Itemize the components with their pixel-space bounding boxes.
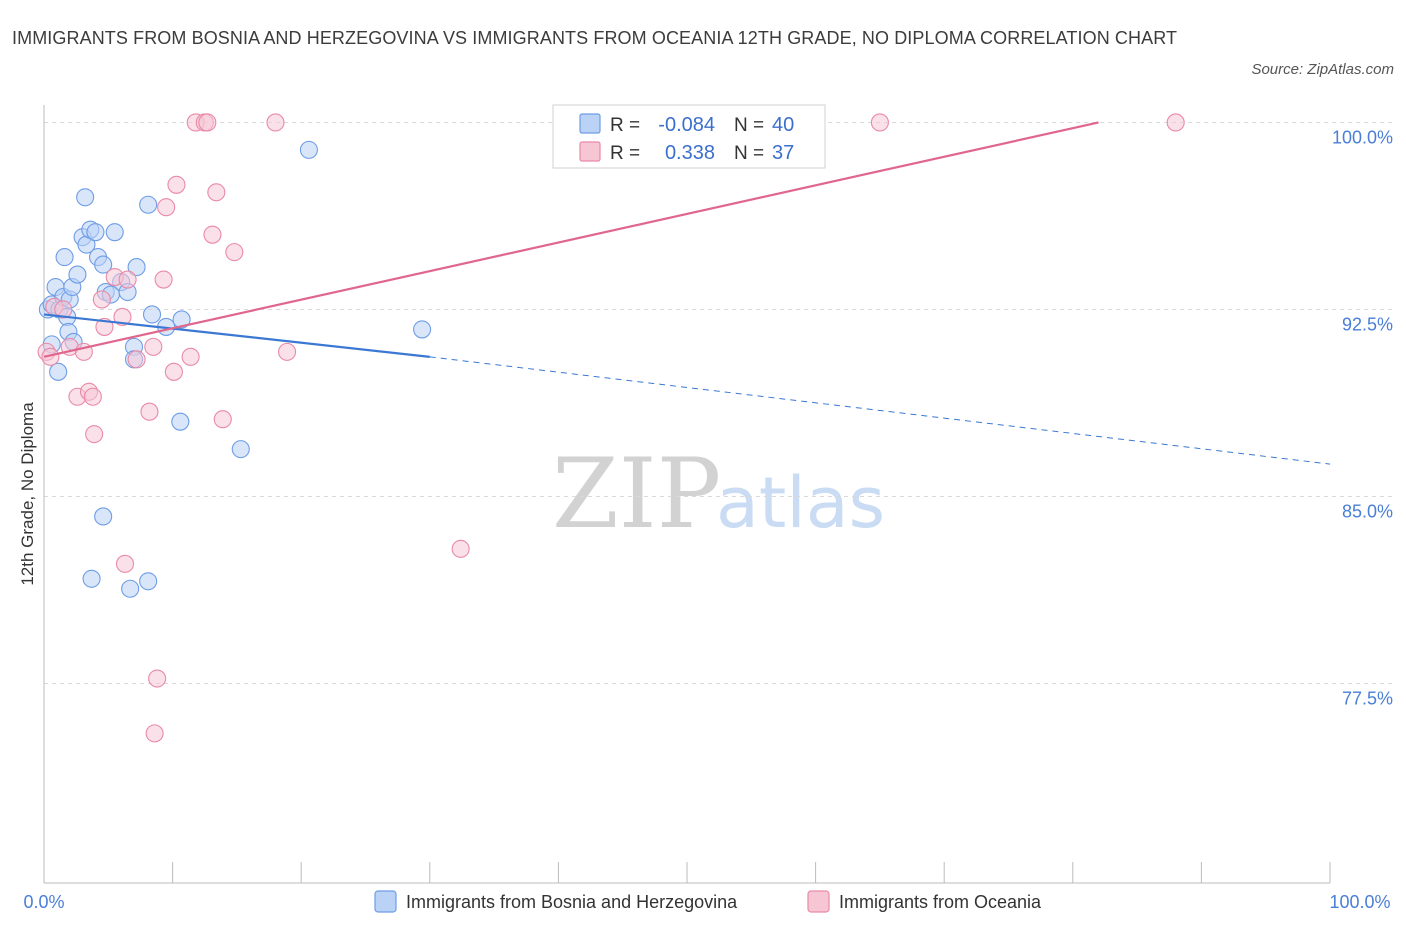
legend-pink-r-value: 0.338: [665, 142, 715, 164]
y-tick-label-2: 85.0%: [1342, 501, 1393, 521]
bosnia-trend-extension: [429, 356, 1331, 465]
y-axis-label: 12th Grade, No Diploma: [18, 402, 37, 586]
chart-title: IMMIGRANTS FROM BOSNIA AND HERZEGOVINA V…: [12, 28, 1178, 48]
series-bosnia-points: [38, 140, 432, 598]
watermark-atlas: atlas: [716, 462, 885, 544]
source-label: Source: ZipAtlas.com: [1251, 61, 1394, 78]
stats-legend: R = -0.084 N = 40 R = 0.338 N = 37: [552, 104, 826, 169]
oceania-point-19: [157, 198, 176, 217]
bosnia-point-16: [94, 255, 113, 274]
bosnia-point-33: [94, 507, 113, 526]
series-oceania-points: [37, 113, 1185, 743]
series-legend-bosnia-swatch: [374, 890, 397, 913]
oceania-point-29: [225, 243, 244, 262]
oceania-point-14: [118, 270, 137, 289]
oceania-point-11: [95, 317, 114, 336]
legend-pink-r-label: R =: [610, 143, 640, 164]
legend-blue-swatch: [579, 113, 601, 134]
oceania-point-25: [198, 113, 217, 132]
oceania-point-36: [145, 724, 164, 743]
bosnia-point-39: [299, 140, 318, 159]
bosnia-point-32: [172, 310, 191, 329]
series-legend-oceania-label: Immigrants from Oceania: [839, 892, 1042, 912]
y-tick-label-3: 77.5%: [1342, 689, 1393, 709]
legend-pink-swatch: [579, 141, 601, 162]
oceania-point-1: [41, 347, 60, 366]
oceania-point-13: [113, 307, 132, 327]
oceania-point-8: [83, 387, 102, 406]
series-legend-oceania-swatch: [807, 890, 830, 913]
oceania-point-31: [278, 342, 297, 361]
legend-blue-n-value: 40: [772, 114, 794, 136]
watermark: ZIP atlas: [552, 438, 885, 550]
series-legend-bosnia-label: Immigrants from Bosnia and Herzegovina: [406, 892, 738, 912]
oceania-point-18: [154, 270, 173, 289]
series-legend: Immigrants from Bosnia and Herzegovina I…: [374, 890, 1042, 913]
bosnia-point-27: [49, 362, 68, 381]
oceania-trend-line: [43, 121, 1099, 358]
trend-lines: [43, 121, 1331, 465]
oceania-point-22: [181, 347, 200, 366]
x-tick-label-max: 100.0%: [1329, 892, 1390, 912]
oceania-point-34: [1166, 113, 1185, 132]
oceania-point-32: [451, 539, 470, 558]
legend-pink-n-value: 37: [772, 142, 794, 164]
bosnia-point-14: [86, 223, 105, 242]
bosnia-point-21: [127, 258, 146, 277]
oceania-point-17: [144, 337, 163, 356]
x-ticks: [43, 862, 1331, 883]
legend-blue-r-label: R =: [610, 115, 640, 136]
bosnia-point-13: [76, 188, 95, 207]
bosnia-point-34: [82, 569, 101, 588]
legend-blue-r-value: -0.084: [658, 114, 715, 136]
watermark-zip: ZIP: [552, 438, 721, 550]
oceania-point-3: [54, 300, 73, 319]
bosnia-point-37: [171, 412, 190, 431]
bosnia-point-38: [231, 440, 250, 459]
oceania-point-16: [140, 402, 159, 421]
x-tick-label-min: 0.0%: [23, 892, 64, 912]
oceania-point-33: [870, 113, 889, 132]
bosnia-point-35: [121, 579, 140, 598]
bosnia-point-6: [55, 248, 74, 267]
oceania-point-37: [148, 669, 167, 688]
y-tick-label-0: 100.0%: [1332, 127, 1393, 147]
legend-blue-n-label: N =: [734, 115, 764, 136]
bosnia-trend-line: [43, 313, 430, 358]
oceania-point-15: [127, 350, 146, 369]
bosnia-point-18: [105, 223, 124, 242]
oceania-point-27: [207, 183, 226, 202]
bosnia-point-36: [139, 572, 158, 591]
oceania-point-28: [213, 410, 232, 429]
oceania-point-9: [85, 425, 104, 444]
oceania-point-20: [164, 362, 183, 381]
bosnia-point-40: [413, 320, 432, 339]
bosnia-point-23: [139, 195, 158, 214]
bosnia-point-9: [68, 265, 87, 284]
legend-pink-n-label: N =: [734, 143, 764, 164]
y-tick-label-1: 92.5%: [1342, 314, 1393, 334]
oceania-point-21: [167, 175, 186, 194]
bosnia-point-24: [142, 305, 162, 324]
oceania-point-10: [92, 290, 111, 309]
oceania-point-35: [115, 554, 135, 573]
oceania-point-30: [266, 113, 285, 132]
oceania-point-26: [203, 225, 222, 244]
y-tick-labels: 100.0% 92.5% 85.0% 77.5%: [1332, 127, 1393, 708]
